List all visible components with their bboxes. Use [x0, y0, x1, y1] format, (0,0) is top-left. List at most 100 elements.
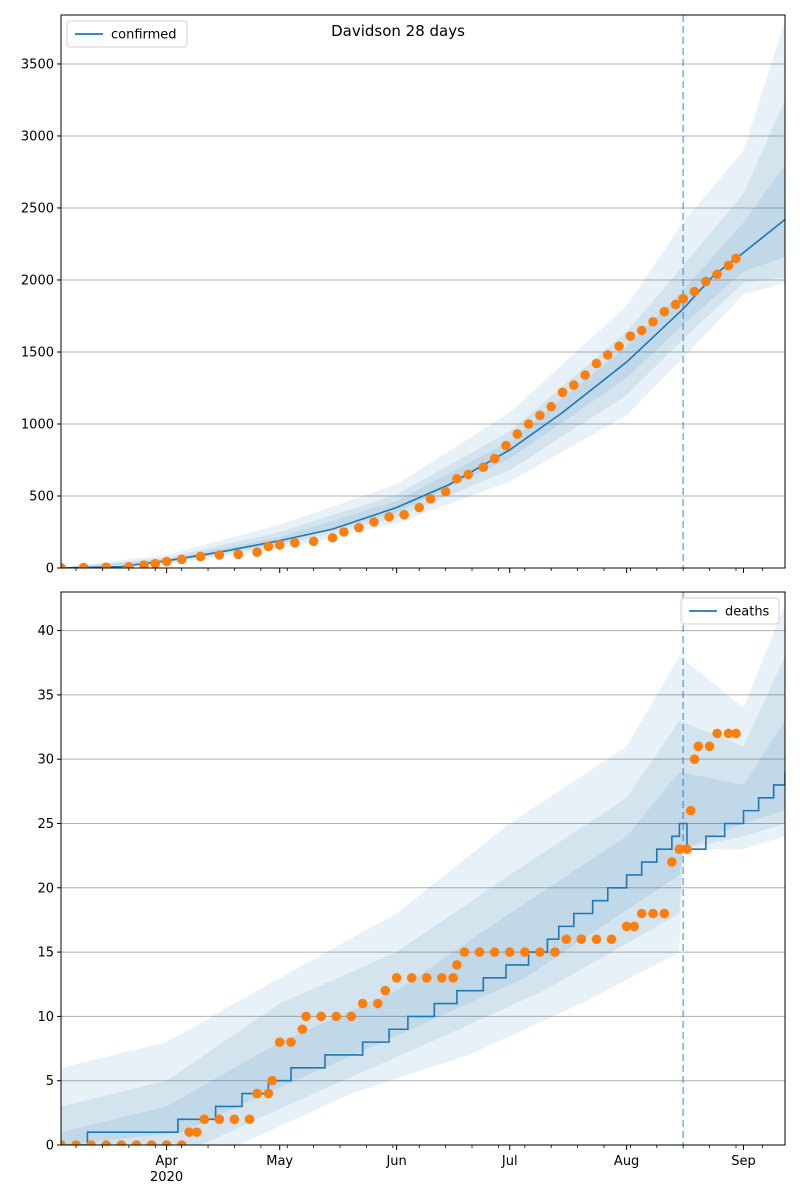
- observed-point: [316, 1011, 326, 1022]
- observed-point: [659, 908, 670, 919]
- x-tick-label: Sep: [731, 1154, 756, 1169]
- uncertainty-band: [61, 604, 785, 1145]
- observed-point: [78, 562, 89, 568]
- observed-point: [602, 350, 613, 360]
- observed-point: [712, 269, 722, 280]
- observed-point: [535, 410, 545, 421]
- observed-point: [489, 947, 500, 957]
- observed-point: [289, 537, 300, 548]
- observed-point: [452, 473, 462, 484]
- observed-point: [731, 253, 741, 264]
- observed-point: [274, 1037, 285, 1047]
- observed-point: [557, 387, 568, 398]
- observed-point: [421, 973, 432, 983]
- observed-point: [689, 286, 700, 297]
- observed-point: [131, 1140, 142, 1145]
- observed-point: [478, 462, 489, 472]
- observed-point: [452, 960, 462, 970]
- figure-title: Davidson 28 days: [331, 22, 465, 40]
- observed-point: [331, 1011, 342, 1022]
- observed-point: [61, 562, 66, 568]
- observed-point: [195, 551, 206, 562]
- observed-point: [731, 728, 741, 739]
- y-tick-label: 2000: [21, 273, 54, 288]
- observed-point: [580, 370, 590, 380]
- legend-label: deaths: [725, 605, 770, 620]
- observed-point: [701, 276, 711, 287]
- observed-point: [437, 973, 447, 983]
- model-median-line: [61, 772, 785, 1145]
- observed-point: [636, 325, 647, 336]
- y-tick-label: 20: [37, 881, 54, 896]
- y-tick-label: 5: [46, 1074, 54, 1089]
- y-tick-label: 500: [29, 489, 54, 504]
- observed-point: [636, 908, 647, 919]
- plot-area: [61, 15, 785, 568]
- observed-point: [520, 947, 530, 957]
- observed-point: [252, 1088, 262, 1099]
- observed-point: [621, 921, 632, 932]
- plot-area: [61, 592, 785, 1145]
- observed-point: [369, 517, 379, 527]
- observed-point: [399, 509, 409, 520]
- axes-frame: [60, 591, 786, 1146]
- y-tick-label: 3500: [21, 57, 54, 72]
- legend-box: [66, 20, 188, 48]
- observed-point: [474, 947, 485, 957]
- y-tick-label: 25: [37, 817, 54, 832]
- observed-point: [682, 844, 692, 855]
- observed-point: [71, 1140, 81, 1145]
- observed-point: [199, 1114, 210, 1125]
- observed-point: [244, 1114, 255, 1125]
- observed-point: [501, 440, 511, 451]
- x-tick-sublabel: 2020: [150, 1170, 183, 1185]
- confirmed-panel: 0 500 1000 1500 2000 2500 3000 3500 confirmed: [21, 14, 786, 577]
- uncertainty-band: [61, 20, 785, 568]
- x-tick-label: Aug: [614, 1154, 639, 1169]
- observed-point: [176, 1140, 187, 1145]
- observed-point: [101, 1140, 112, 1145]
- observed-point: [659, 306, 670, 317]
- observed-point: [550, 947, 560, 957]
- observed-point: [380, 985, 391, 996]
- observed-point: [161, 556, 172, 567]
- observed-point: [124, 562, 134, 568]
- observed-point: [176, 554, 187, 565]
- observed-point: [252, 547, 262, 557]
- observed-point: [346, 1011, 357, 1022]
- observed-point: [614, 341, 624, 352]
- legend-label: confirmed: [111, 28, 177, 43]
- y-tick-label: 35: [37, 688, 54, 703]
- observed-point: [504, 947, 515, 957]
- axes-frame: [60, 14, 786, 569]
- observed-point: [357, 998, 368, 1009]
- observed-point: [384, 512, 394, 522]
- legend-box: [680, 597, 780, 625]
- observed-point: [512, 429, 523, 439]
- observed-point: [61, 1140, 66, 1145]
- observed-point: [546, 401, 557, 412]
- observed-point: [229, 1114, 240, 1125]
- observed-point: [704, 741, 715, 752]
- observed-point: [139, 560, 149, 568]
- observed-point: [712, 728, 722, 739]
- observed-point: [297, 1024, 308, 1035]
- observed-point: [339, 527, 349, 537]
- observed-point: [459, 947, 470, 957]
- observed-point: [448, 973, 458, 983]
- observed-point: [214, 550, 225, 560]
- observed-point: [689, 754, 700, 764]
- observed-point: [591, 358, 602, 369]
- observed-point: [648, 316, 658, 327]
- y-tick-label: 0: [46, 562, 54, 577]
- observed-point: [391, 973, 402, 983]
- observed-point: [406, 973, 417, 983]
- observed-point: [670, 299, 681, 310]
- observed-point: [625, 331, 636, 341]
- observed-point: [535, 947, 545, 957]
- x-tick-label: Jul: [501, 1154, 518, 1169]
- observed-point: [116, 1140, 127, 1145]
- observed-point: [354, 522, 364, 533]
